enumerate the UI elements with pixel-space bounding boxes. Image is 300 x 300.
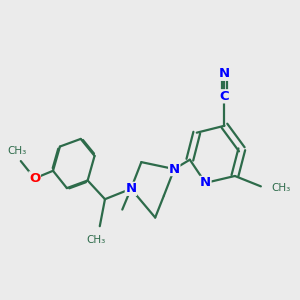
Text: CH₃: CH₃ bbox=[87, 235, 106, 245]
Text: N: N bbox=[169, 163, 180, 176]
Text: CH₃: CH₃ bbox=[271, 183, 290, 193]
Text: N: N bbox=[125, 182, 136, 195]
Text: N: N bbox=[219, 67, 230, 80]
Text: C: C bbox=[220, 90, 229, 103]
Text: O: O bbox=[29, 172, 40, 185]
Text: N: N bbox=[200, 176, 211, 189]
Text: CH₃: CH₃ bbox=[8, 146, 27, 156]
